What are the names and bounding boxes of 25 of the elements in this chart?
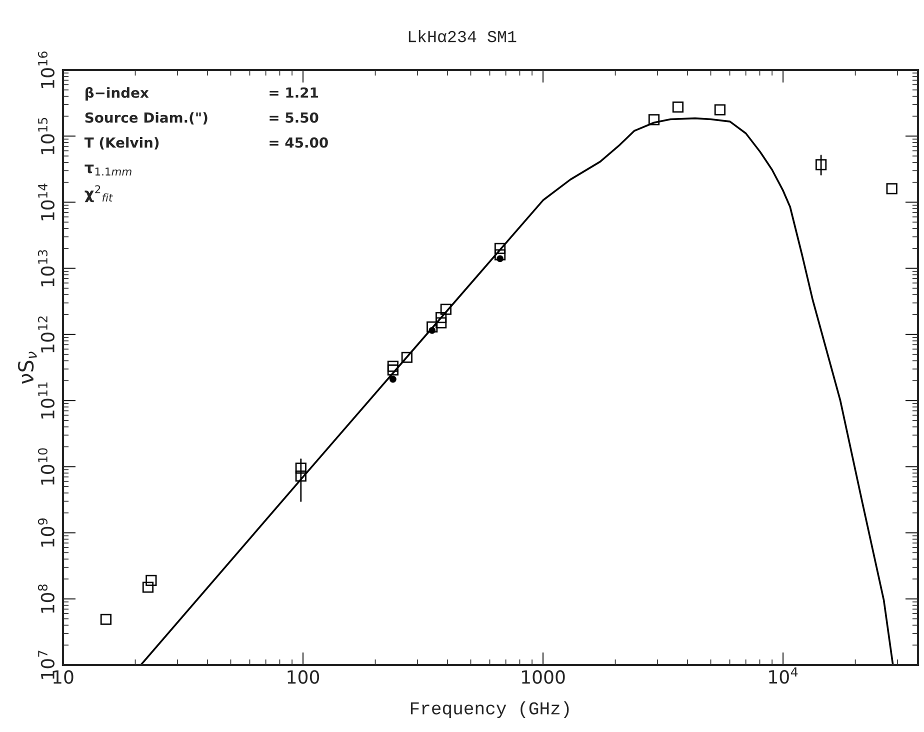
y-tick-label: 10$^{13}$: [38, 250, 54, 286]
annotation: T (Kelvin): [84, 137, 159, 150]
y-tick-label: 10$^{11}$: [38, 382, 55, 419]
y-axis-title: νS$_{ν}$: [18, 352, 37, 384]
annotation: Source Diam.("): [85, 112, 208, 124]
x-tick-label: 10$^{4}$: [769, 667, 798, 684]
x-tick-label: 100: [288, 670, 320, 684]
annotation: = 45.00: [270, 137, 328, 148]
x-tick-label: 10: [53, 670, 74, 684]
y-tick-label: 10$^{7}$: [38, 650, 55, 679]
annotation: χ$^{2}$$_{fit}$: [84, 185, 113, 202]
annotation: = 1.21: [270, 87, 318, 98]
chart-title: LkHα234 SM1: [408, 30, 516, 42]
annotation: β−index: [86, 86, 149, 101]
y-tick-label: 10$^{16}$: [38, 52, 54, 88]
x-axis-title: Frequency (GHz): [410, 701, 569, 718]
x-tick-label: 1000: [522, 670, 565, 684]
y-tick-label: 10$^{10}$: [38, 448, 54, 485]
y-tick-label: 10$^{15}$: [38, 118, 55, 154]
y-tick-label: 10$^{12}$: [38, 316, 54, 352]
y-tick-label: 10$^{8}$: [38, 584, 54, 613]
y-tick-label: 10$^{9}$: [38, 518, 54, 547]
annotation: = 5.50: [270, 112, 318, 123]
annotation: τ$_{1.1mm}$: [84, 164, 132, 176]
y-tick-label: 10$^{14}$: [38, 184, 55, 220]
